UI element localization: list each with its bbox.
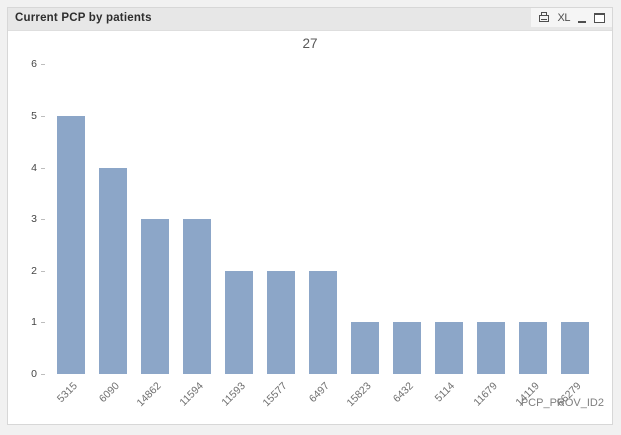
y-axis-label: 2 [31,264,37,277]
bar[interactable] [309,270,337,374]
bar[interactable] [57,116,85,374]
x-axis-title: PCP_PROV_ID2 [520,397,604,409]
bar[interactable] [141,219,169,374]
print-icon[interactable] [538,11,550,25]
chart-window: Current PCP by patients XL 27 0 1 2 3 4 5 6 531… [7,7,613,425]
x-axis-label: 11594 [176,380,206,409]
x-axis-label: 6497 [306,380,332,406]
bar[interactable] [267,270,295,374]
chart-body: 27 0 1 2 3 4 5 6 5315 6090 14862 11594 11593 15577 64… [8,31,612,424]
y-axis-tick [41,322,45,324]
y-axis-tick [41,64,45,66]
bar[interactable] [561,322,589,374]
x-axis-label: 11679 [470,380,500,409]
x-axis-label: 6090 [96,380,122,406]
bar[interactable] [351,322,379,374]
x-axis-label: 5315 [54,380,80,406]
window-title: Current PCP by patients [15,12,152,24]
bar[interactable] [99,167,127,374]
send-to-excel-icon[interactable]: XL [557,11,571,24]
x-axis-label: 14862 [134,380,164,410]
x-axis-label: 5114 [433,380,458,405]
caption-icon-strip: XL [530,8,612,27]
x-axis-label: 6432 [390,380,416,406]
bar[interactable] [393,322,421,374]
y-axis-label: 1 [31,316,37,329]
bar-chart-plot: 0 1 2 3 4 5 6 5315 6090 14862 11594 11593 15577 6497 1… [8,31,612,424]
y-axis-tick [41,374,45,375]
x-axis-label: 15577 [260,380,290,410]
y-axis-tick [41,116,45,117]
y-axis-tick [41,219,45,221]
x-axis-label: 15823 [344,380,374,410]
y-axis-tick [41,167,45,169]
y-axis-label: 0 [31,368,37,380]
bar[interactable] [477,322,505,374]
window-caption[interactable]: Current PCP by patients XL [8,8,612,31]
bar[interactable] [225,270,253,374]
minimize-icon[interactable] [578,11,586,25]
y-axis-label: 4 [31,161,37,174]
x-axis-label: 11593 [218,380,248,409]
bar[interactable] [435,322,463,374]
y-axis-tick [41,270,45,272]
y-axis-label: 3 [31,213,37,226]
bar[interactable] [183,219,211,374]
y-axis-label: 6 [31,58,37,71]
y-axis-label: 5 [31,110,37,122]
bar[interactable] [519,322,547,374]
chart-total-label: 27 [302,36,318,51]
maximize-icon[interactable] [594,11,605,25]
